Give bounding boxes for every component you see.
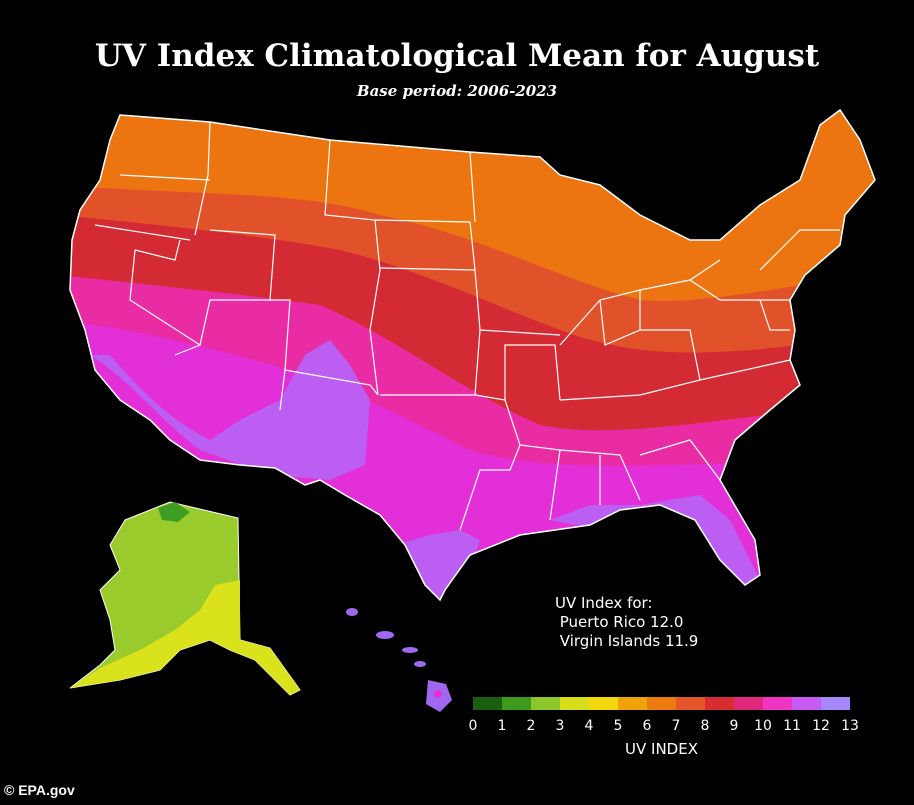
hawaii-island-2 (376, 631, 394, 639)
uv-legend-ticks: 0 1 2 3 4 5 6 7 8 9 10 11 12 13 (468, 718, 860, 736)
uv-legend-label: UV INDEX (625, 740, 698, 758)
legend-swatch-5 (618, 697, 647, 710)
uv-legend-colorbar (473, 697, 850, 710)
hawaii-island-3 (402, 647, 418, 653)
hawaii-big-island-peak (434, 690, 442, 698)
legend-tick-12: 12 (812, 718, 830, 734)
legend-tick-4: 4 (584, 718, 594, 734)
legend-swatch-4 (589, 697, 618, 710)
legend-swatch-0 (473, 697, 502, 710)
legend-tick-6: 6 (642, 718, 652, 734)
legend-swatch-7 (676, 697, 705, 710)
islands-heading: UV Index for: (555, 594, 653, 612)
legend-swatch-6 (647, 697, 676, 710)
uv-region-11-texas (395, 530, 480, 600)
virgin-islands-uv: Virgin Islands 11.9 (555, 632, 699, 650)
legend-swatch-8 (705, 697, 734, 710)
alaska-uv-1 (158, 502, 190, 522)
legend-tick-11: 11 (783, 718, 801, 734)
islands-uv-note: UV Index for: Puerto Rico 12.0 Virgin Is… (555, 594, 698, 651)
state-boundaries (69, 109, 876, 601)
legend-swatch-9 (734, 697, 763, 710)
alaska-uv-3 (70, 580, 300, 695)
legend-swatch-12 (821, 697, 850, 710)
legend-tick-13: 13 (841, 718, 859, 734)
legend-tick-10: 10 (754, 718, 772, 734)
hawaii (346, 608, 452, 712)
legend-tick-2: 2 (526, 718, 536, 734)
legend-tick-0: 0 (468, 718, 478, 734)
legend-swatch-2 (531, 697, 560, 710)
legend-swatch-10 (763, 697, 792, 710)
legend-tick-3: 3 (555, 718, 565, 734)
legend-tick-1: 1 (497, 718, 507, 734)
legend-tick-5: 5 (613, 718, 623, 734)
source-credit: © EPA.gov (4, 782, 75, 798)
legend-tick-7: 7 (671, 718, 681, 734)
map-subtitle: Base period: 2006-2023 (356, 82, 558, 100)
legend-swatch-3 (560, 697, 589, 710)
puerto-rico-uv: Puerto Rico 12.0 (555, 613, 684, 631)
alaska (69, 501, 301, 696)
legend-swatch-11 (792, 697, 821, 710)
uv-region-11-southwest (90, 340, 370, 480)
legend-swatch-1 (502, 697, 531, 710)
legend-tick-8: 8 (700, 718, 710, 734)
hawaii-island-1 (346, 608, 358, 616)
hawaii-island-4 (414, 661, 426, 667)
legend-tick-9: 9 (729, 718, 739, 734)
map-title: UV Index Climatological Mean for August (94, 38, 820, 74)
